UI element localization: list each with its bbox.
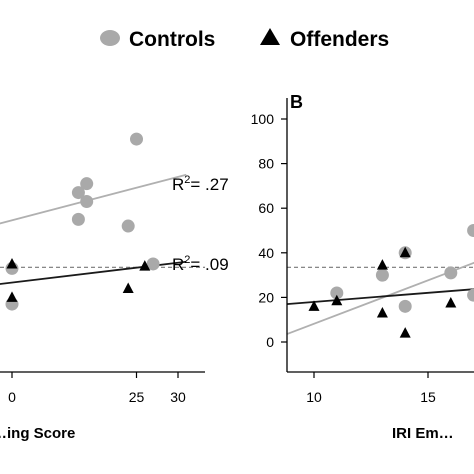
panel-a-r2-labels: R2= .27 R2= .09 — [172, 174, 229, 274]
panel-a-offenders-point — [122, 282, 134, 293]
panel-a-offenders-point — [6, 257, 18, 269]
panel-b-offenders-point — [331, 294, 343, 306]
panel-b-offenders-point — [445, 296, 457, 308]
panel-b-y-tick-label: 20 — [258, 289, 274, 305]
legend-offenders-marker — [260, 28, 280, 45]
panel-b-y-tick-label: 80 — [258, 156, 274, 172]
panel-a-controls-point — [71, 212, 85, 226]
panel-a: 0 25 30 …ing Score R2= .27 R2= .09 — [0, 132, 229, 442]
panel-a-offenders-point — [139, 260, 151, 271]
panel-b-y-tick-label: 60 — [258, 200, 274, 216]
panel-a-controls-point — [146, 257, 160, 271]
legend-controls-label: Controls — [129, 28, 215, 51]
panel-b-y-ticks: 0 20 40 60 80 100 — [251, 111, 287, 350]
panel-a-fit-lines — [0, 173, 187, 285]
panel-b: B 0 20 40 60 80 100 10 15 IRI Em… — [251, 92, 474, 442]
panel-a-controls-point — [80, 195, 94, 209]
panel-b-offenders-point — [376, 259, 388, 270]
legend: Controls Offenders — [100, 28, 389, 51]
panel-b-controls-point — [375, 268, 389, 282]
panel-a-controls-point — [71, 186, 85, 200]
panel-b-x-axis-title: IRI Em… — [392, 425, 454, 442]
panel-a-points — [5, 132, 160, 311]
panel-a-x-tick-label: 30 — [170, 389, 186, 405]
panel-b-offenders-point — [376, 307, 388, 318]
panel-a-r2-label-controls: R2= .27 — [172, 174, 229, 194]
panel-b-x-tick-label: 10 — [306, 389, 322, 405]
panel-b-y-tick-label: 100 — [251, 111, 275, 127]
panel-b-controls-point — [330, 286, 344, 300]
panel-a-x-axis-title: …ing Score — [0, 425, 75, 442]
panel-a-controls-point — [80, 177, 94, 191]
panel-a-x-tick-label: 25 — [129, 389, 145, 405]
panel-b-offenders-point — [399, 246, 411, 258]
panel-a-x-ticks: 0 25 30 — [8, 372, 186, 405]
panel-b-points — [308, 224, 474, 338]
panel-b-offenders-point — [399, 327, 411, 338]
panel-b-controls-point — [467, 288, 474, 302]
panel-a-offenders-point — [6, 291, 18, 302]
panel-a-controls-point — [121, 219, 135, 233]
panel-b-y-tick-label: 40 — [258, 245, 274, 261]
panel-a-controls-point — [130, 132, 143, 146]
panel-b-x-tick-label: 15 — [420, 389, 436, 405]
panel-a-r2-label-offenders: R2= .09 — [172, 254, 229, 274]
panel-b-controls-point — [467, 224, 474, 237]
legend-controls-marker — [100, 30, 120, 46]
panel-b-letter: B — [290, 92, 303, 112]
panel-b-fit-line-offenders — [286, 288, 474, 305]
panel-b-controls-point — [398, 299, 412, 313]
panel-a-x-tick-label: 0 — [8, 389, 16, 405]
panel-b-controls-point — [444, 266, 458, 280]
panel-b-y-tick-label: 0 — [266, 334, 274, 350]
panel-b-offenders-point — [308, 300, 320, 311]
panel-b-x-ticks: 10 15 — [306, 372, 436, 405]
legend-offenders-label: Offenders — [290, 28, 389, 51]
